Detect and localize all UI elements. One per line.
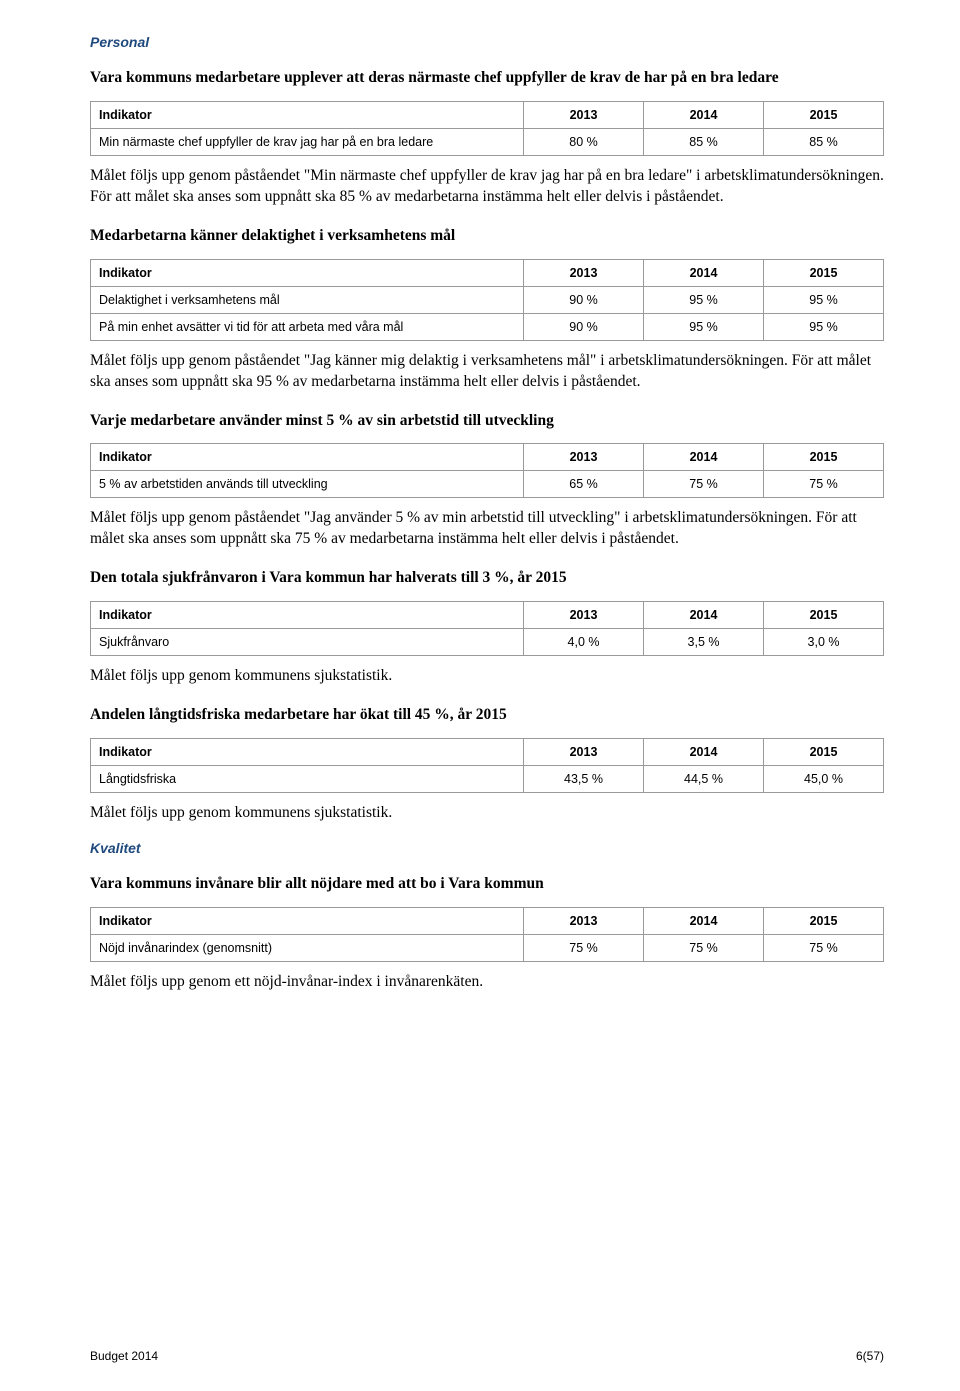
goal-title: Vara kommuns medarbetare upplever att de…: [90, 68, 884, 89]
goal-title: Andelen långtidsfriska medarbetare har ö…: [90, 705, 884, 726]
col-2013: 2013: [524, 444, 644, 471]
col-2013: 2013: [524, 101, 644, 128]
indicator-table: Indikator 2013 2014 2015 Min närmaste ch…: [90, 101, 884, 156]
indicator-table: Indikator 2013 2014 2015 Långtidsfriska …: [90, 738, 884, 793]
row-val-2015: 95 %: [764, 286, 884, 313]
row-val-2014: 75 %: [644, 934, 764, 961]
row-val-2013: 90 %: [524, 313, 644, 340]
goal-description: Målet följs upp genom påståendet "Min nä…: [90, 166, 884, 208]
col-2015: 2015: [764, 602, 884, 629]
row-val-2013: 80 %: [524, 128, 644, 155]
table-header-row: Indikator 2013 2014 2015: [91, 739, 884, 766]
table-row: Min närmaste chef uppfyller de krav jag …: [91, 128, 884, 155]
row-label: Sjukfrånvaro: [91, 629, 524, 656]
page-footer: Budget 2014 6(57): [90, 1349, 884, 1363]
goal-title: Den totala sjukfrånvaron i Vara kommun h…: [90, 568, 884, 589]
row-label: 5 % av arbetstiden används till utveckli…: [91, 471, 524, 498]
col-2014: 2014: [644, 739, 764, 766]
row-val-2013: 4,0 %: [524, 629, 644, 656]
col-indikator: Indikator: [91, 602, 524, 629]
col-2014: 2014: [644, 444, 764, 471]
row-val-2014: 75 %: [644, 471, 764, 498]
col-2013: 2013: [524, 259, 644, 286]
footer-left: Budget 2014: [90, 1349, 158, 1363]
col-indikator: Indikator: [91, 907, 524, 934]
row-val-2015: 45,0 %: [764, 766, 884, 793]
col-2014: 2014: [644, 101, 764, 128]
col-2014: 2014: [644, 907, 764, 934]
goal-description: Målet följs upp genom påståendet "Jag an…: [90, 508, 884, 550]
col-2014: 2014: [644, 602, 764, 629]
col-2013: 2013: [524, 739, 644, 766]
goal-title: Varje medarbetare använder minst 5 % av …: [90, 411, 884, 432]
col-2014: 2014: [644, 259, 764, 286]
table-row: Delaktighet i verksamhetens mål 90 % 95 …: [91, 286, 884, 313]
row-val-2014: 3,5 %: [644, 629, 764, 656]
table-row: På min enhet avsätter vi tid för att arb…: [91, 313, 884, 340]
col-2015: 2015: [764, 259, 884, 286]
indicator-table: Indikator 2013 2014 2015 Delaktighet i v…: [90, 259, 884, 341]
col-indikator: Indikator: [91, 444, 524, 471]
document-page: Personal Vara kommuns medarbetare upplev…: [0, 0, 960, 1391]
row-val-2013: 90 %: [524, 286, 644, 313]
goal-description: Målet följs upp genom kommunens sjukstat…: [90, 666, 884, 687]
row-label: Nöjd invånarindex (genomsnitt): [91, 934, 524, 961]
table-header-row: Indikator 2013 2014 2015: [91, 259, 884, 286]
goal-title: Medarbetarna känner delaktighet i verksa…: [90, 226, 884, 247]
indicator-table: Indikator 2013 2014 2015 Nöjd invånarind…: [90, 907, 884, 962]
table-row: Sjukfrånvaro 4,0 % 3,5 % 3,0 %: [91, 629, 884, 656]
row-val-2013: 43,5 %: [524, 766, 644, 793]
row-val-2015: 75 %: [764, 934, 884, 961]
col-indikator: Indikator: [91, 101, 524, 128]
goal-description: Målet följs upp genom påståendet "Jag kä…: [90, 351, 884, 393]
indicator-table: Indikator 2013 2014 2015 5 % av arbetsti…: [90, 443, 884, 498]
table-header-row: Indikator 2013 2014 2015: [91, 602, 884, 629]
footer-right: 6(57): [856, 1349, 884, 1363]
row-val-2014: 44,5 %: [644, 766, 764, 793]
row-label: På min enhet avsätter vi tid för att arb…: [91, 313, 524, 340]
table-row: 5 % av arbetstiden används till utveckli…: [91, 471, 884, 498]
table-header-row: Indikator 2013 2014 2015: [91, 444, 884, 471]
section-heading-personal: Personal: [90, 34, 884, 50]
col-indikator: Indikator: [91, 259, 524, 286]
goal-description: Målet följs upp genom ett nöjd-invånar-i…: [90, 972, 884, 993]
row-label: Långtidsfriska: [91, 766, 524, 793]
row-label: Min närmaste chef uppfyller de krav jag …: [91, 128, 524, 155]
col-indikator: Indikator: [91, 739, 524, 766]
row-val-2015: 3,0 %: [764, 629, 884, 656]
col-2013: 2013: [524, 907, 644, 934]
col-2015: 2015: [764, 907, 884, 934]
table-row: Nöjd invånarindex (genomsnitt) 75 % 75 %…: [91, 934, 884, 961]
row-val-2015: 95 %: [764, 313, 884, 340]
col-2015: 2015: [764, 739, 884, 766]
row-val-2015: 85 %: [764, 128, 884, 155]
table-header-row: Indikator 2013 2014 2015: [91, 907, 884, 934]
row-val-2013: 65 %: [524, 471, 644, 498]
table-header-row: Indikator 2013 2014 2015: [91, 101, 884, 128]
goal-description: Målet följs upp genom kommunens sjukstat…: [90, 803, 884, 824]
row-val-2014: 85 %: [644, 128, 764, 155]
row-val-2015: 75 %: [764, 471, 884, 498]
col-2015: 2015: [764, 444, 884, 471]
goal-title: Vara kommuns invånare blir allt nöjdare …: [90, 874, 884, 895]
col-2015: 2015: [764, 101, 884, 128]
table-row: Långtidsfriska 43,5 % 44,5 % 45,0 %: [91, 766, 884, 793]
row-val-2013: 75 %: [524, 934, 644, 961]
row-label: Delaktighet i verksamhetens mål: [91, 286, 524, 313]
indicator-table: Indikator 2013 2014 2015 Sjukfrånvaro 4,…: [90, 601, 884, 656]
section-heading-kvalitet: Kvalitet: [90, 840, 884, 856]
col-2013: 2013: [524, 602, 644, 629]
row-val-2014: 95 %: [644, 286, 764, 313]
row-val-2014: 95 %: [644, 313, 764, 340]
